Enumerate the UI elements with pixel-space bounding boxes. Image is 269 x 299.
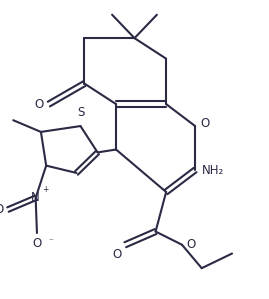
Text: O: O bbox=[200, 117, 210, 130]
Text: ⁻: ⁻ bbox=[49, 237, 54, 246]
Text: O: O bbox=[34, 97, 44, 111]
Text: S: S bbox=[77, 106, 84, 119]
Text: +: + bbox=[42, 185, 49, 194]
Text: O: O bbox=[112, 248, 121, 261]
Text: NH₂: NH₂ bbox=[202, 164, 225, 176]
Text: O: O bbox=[32, 237, 42, 250]
Text: O: O bbox=[186, 238, 195, 251]
Text: O: O bbox=[0, 203, 4, 216]
Text: N: N bbox=[31, 191, 40, 204]
